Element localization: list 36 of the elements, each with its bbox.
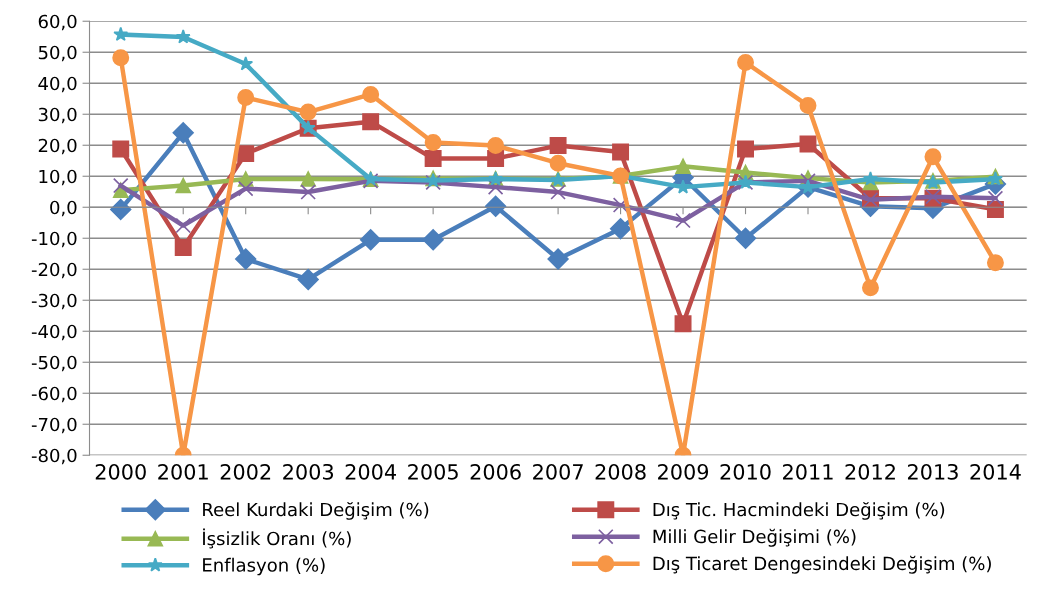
- y-tick-label: -20,0: [31, 262, 77, 279]
- legend-label: Reel Kurdaki Değişim (%): [203, 501, 429, 520]
- legend-label: Dış Tic. Hacmindeki Değişim (%): [653, 501, 945, 520]
- x-tick-label: 2011: [783, 463, 833, 480]
- x-tick-label: 2013: [907, 463, 958, 480]
- x-tick-label: 2005: [408, 463, 458, 480]
- x-tick-label: 2006: [470, 463, 521, 480]
- legend-label: Milli Gelir Değişimi (%): [653, 528, 856, 547]
- y-tick-label: 40,0: [38, 76, 77, 93]
- x-tick-label: 2007: [533, 463, 583, 480]
- y-tick-label: 50,0: [38, 45, 77, 62]
- x-tick-label: 2003: [283, 463, 334, 480]
- y-tick-label: 30,0: [38, 107, 77, 124]
- x-tick-label: 2014: [970, 463, 1021, 480]
- y-tick-label: 0,0: [50, 200, 77, 217]
- y-tick-label: 10,0: [39, 169, 77, 186]
- legend-label: Enflasyon (%): [203, 557, 325, 576]
- x-tick-label: 2000: [95, 463, 146, 480]
- legend-label: Dış Ticaret Dengesindeki Değişim (%): [653, 555, 991, 574]
- y-tick-label: -60,0: [31, 386, 77, 403]
- y-tick-label: 60,0: [38, 14, 77, 31]
- y-tick-label: -80,0: [31, 448, 77, 465]
- x-tick-label: 2012: [845, 463, 895, 480]
- y-tick-label: -50,0: [31, 355, 77, 372]
- x-tick-label: 2008: [595, 463, 646, 480]
- legend-label: İşsizlik Oranı (%): [203, 528, 351, 549]
- x-tick-label: 2002: [220, 463, 271, 480]
- x-tick-label: 2004: [345, 463, 396, 480]
- x-tick-label: 2001: [158, 463, 208, 480]
- x-tick-label: 2009: [658, 463, 709, 480]
- y-tick-label: -30,0: [31, 293, 77, 310]
- y-tick-label: -70,0: [31, 417, 77, 434]
- y-tick-label: 20,0: [38, 138, 77, 155]
- y-tick-label: -10,0: [31, 231, 77, 248]
- x-tick-label: 2010: [720, 463, 771, 480]
- y-tick-label: -40,0: [31, 324, 77, 341]
